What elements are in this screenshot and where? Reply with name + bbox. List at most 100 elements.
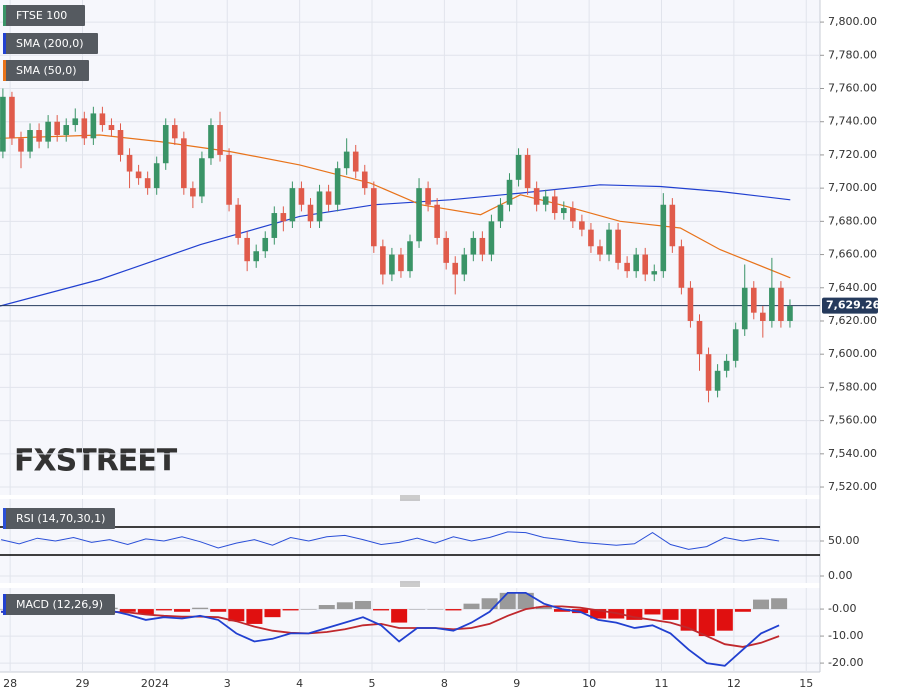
- y-tick-label: -20.00: [828, 656, 863, 669]
- x-tick-label: 10: [582, 677, 596, 690]
- legend-box: [3, 594, 115, 615]
- histogram-bar: [228, 609, 245, 622]
- candle-body: [199, 158, 205, 197]
- y-tick-label: 7,660.00: [828, 248, 877, 261]
- candle-body: [624, 262, 630, 272]
- y-tick-label: 7,740.00: [828, 115, 877, 128]
- last-price-box: [822, 297, 878, 314]
- histogram-bar: [771, 598, 788, 610]
- candle-body: [0, 96, 6, 152]
- candle-body: [660, 204, 667, 272]
- x-tick-label: 4: [296, 677, 303, 690]
- candle-body: [253, 251, 260, 262]
- candle-body: [398, 254, 404, 272]
- y-tick-label: 7,780.00: [828, 48, 877, 61]
- y-tick-label: 7,800.00: [828, 15, 877, 28]
- histogram-bar: [463, 603, 480, 610]
- histogram-bar: [300, 609, 317, 610]
- histogram-bar: [499, 592, 516, 610]
- histogram-bar: [734, 609, 751, 612]
- histogram-bar: [445, 609, 462, 611]
- candle-body: [741, 287, 748, 330]
- candle-body: [343, 151, 350, 169]
- candle-body: [117, 130, 124, 155]
- candle-body: [714, 370, 721, 391]
- legend-swatch: [3, 5, 6, 26]
- candle-body: [461, 254, 468, 275]
- legend-box: [3, 508, 115, 529]
- candle-body: [750, 287, 757, 313]
- candle-body: [778, 287, 784, 321]
- candle-body: [506, 179, 513, 205]
- candle-body: [470, 237, 477, 255]
- candle-body: [334, 168, 341, 205]
- y-tick-label: 7,600.00: [828, 347, 877, 360]
- candle-body: [533, 188, 540, 205]
- candle-body: [669, 204, 676, 247]
- histogram-bar: [427, 609, 444, 610]
- sma-line: [0, 184, 791, 307]
- y-tick-label: 7,540.00: [828, 447, 877, 460]
- candle-body: [551, 196, 558, 214]
- candle-body: [45, 121, 51, 142]
- histogram-bar: [644, 609, 661, 615]
- histogram-bar: [391, 609, 408, 623]
- y-tick-label: 7,560.00: [828, 414, 877, 427]
- watermark: FXSTREET: [14, 444, 178, 479]
- rsi-line: [0, 531, 780, 550]
- candle-body: [597, 246, 603, 255]
- x-tick-label: 2024: [141, 677, 169, 690]
- candle-body: [760, 312, 766, 321]
- legend-label: FTSE 100: [16, 9, 67, 22]
- histogram-bar: [155, 609, 172, 611]
- candle-body: [226, 154, 232, 205]
- y-tick-label: -0.00: [828, 602, 856, 615]
- macd-panel: [0, 588, 820, 672]
- legend-label: MACD (12,26,9): [16, 598, 103, 611]
- panel-grip: [400, 495, 420, 587]
- candle-body: [325, 191, 332, 205]
- histogram-bar: [662, 609, 679, 620]
- candle-body: [361, 171, 368, 189]
- histogram-bar: [318, 605, 335, 610]
- candle-body: [162, 125, 169, 164]
- histogram-bar: [354, 600, 371, 610]
- histogram-bar: [137, 609, 154, 615]
- candle-body: [144, 178, 151, 189]
- candle-body: [380, 246, 386, 275]
- histogram-bar: [553, 609, 570, 612]
- candle-body: [723, 360, 730, 371]
- candle-body: [280, 213, 287, 222]
- candle-body: [732, 329, 739, 361]
- x-tick-label: 3: [224, 677, 231, 690]
- candle-body: [72, 118, 79, 126]
- candle-body: [18, 138, 24, 152]
- candle-body: [588, 229, 594, 247]
- candle-body: [651, 271, 658, 275]
- legend-label: SMA (200,0): [16, 37, 84, 50]
- candle-body: [208, 125, 214, 159]
- candle-body: [389, 254, 395, 275]
- candle-body: [606, 229, 612, 255]
- candle-body: [90, 113, 97, 139]
- histogram-bar: [264, 609, 281, 618]
- candle-body: [705, 354, 712, 391]
- histogram-bar: [373, 609, 390, 611]
- legend-box: [3, 60, 89, 81]
- candle-body: [371, 188, 377, 247]
- histogram-bar: [590, 609, 607, 619]
- histogram-bar: [119, 609, 136, 612]
- legend-box: [3, 5, 85, 26]
- histogram-bar: [626, 609, 643, 620]
- candle-body: [407, 241, 413, 272]
- candle-body: [27, 130, 33, 152]
- last-price-label: 7,629.26: [826, 299, 881, 312]
- y-tick-label: 7,620.00: [828, 314, 877, 327]
- histogram-bar: [481, 598, 498, 610]
- y-tick-label: 7,760.00: [828, 82, 877, 95]
- candle-body: [271, 213, 278, 238]
- histogram-bar: [282, 609, 299, 611]
- histogram-bar: [336, 602, 353, 610]
- candle-body: [307, 204, 314, 222]
